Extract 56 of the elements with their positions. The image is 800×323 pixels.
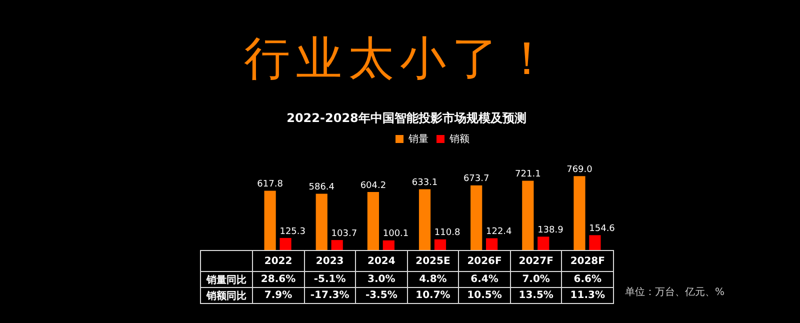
text: 28.6% [252,272,304,288]
legend-label: 销额 [448,132,470,145]
text: 10.7% [407,288,459,304]
data-label: 721.1 [515,170,541,180]
data-label: 122.4 [486,227,512,238]
bar [538,236,550,250]
text: 7.0% [510,272,562,288]
bar [522,180,534,250]
text: 单位：万台、亿元、% [625,286,725,299]
text: -5.1% [304,272,356,288]
bar [418,189,431,250]
data-label: 673.7 [463,174,490,184]
bar [382,240,394,250]
x-tick-label: 2025E [407,250,459,272]
text: 10.5% [458,288,510,304]
text: 销量同比 [200,272,252,288]
chart-title: 行业太小了！ [243,30,557,87]
x-tick-label: 2027F [510,250,562,272]
data-label: 100.1 [382,229,409,240]
data-label: 604.2 [360,180,386,191]
bar [367,192,379,250]
x-tick-label: 2028F [562,250,614,272]
chart-subtitle: 2022-2028年中国智能投影市场规模及预测 [286,110,528,127]
x-tick-label: 2026F [458,250,510,272]
bar [589,235,601,250]
data-label: 125.3 [280,226,306,237]
bar [470,185,482,250]
text: 6.4% [458,272,510,288]
bar [486,238,498,250]
text: -3.5% [356,288,408,304]
text: -17.3% [304,288,356,304]
bar [434,239,446,250]
bar [331,240,343,250]
data-label: 633.1 [412,178,438,188]
data-label: 586.4 [308,182,335,193]
text: 6.6% [562,272,614,288]
text: 13.5% [510,288,562,304]
data-label: 617.8 [257,180,284,190]
bar [264,190,276,250]
text: 11.3% [562,288,614,304]
bar [316,194,328,250]
legend-label: 销量 [408,134,428,145]
x-tick-label: 2024 [356,250,408,272]
data-label: 138.9 [538,226,564,236]
data-label: 769.0 [566,165,593,176]
text: 7.9% [252,288,304,304]
text: 4.8% [407,272,459,288]
bar [574,176,586,250]
data-label: 103.7 [331,228,358,239]
data-label: 154.6 [589,224,616,234]
x-tick-label: 2022 [252,250,304,272]
bar [280,238,292,250]
text: 3.0% [356,272,408,288]
x-tick-label: 2023 [304,250,356,272]
data-label: 110.8 [434,228,460,238]
text: 销额同比 [200,288,252,304]
